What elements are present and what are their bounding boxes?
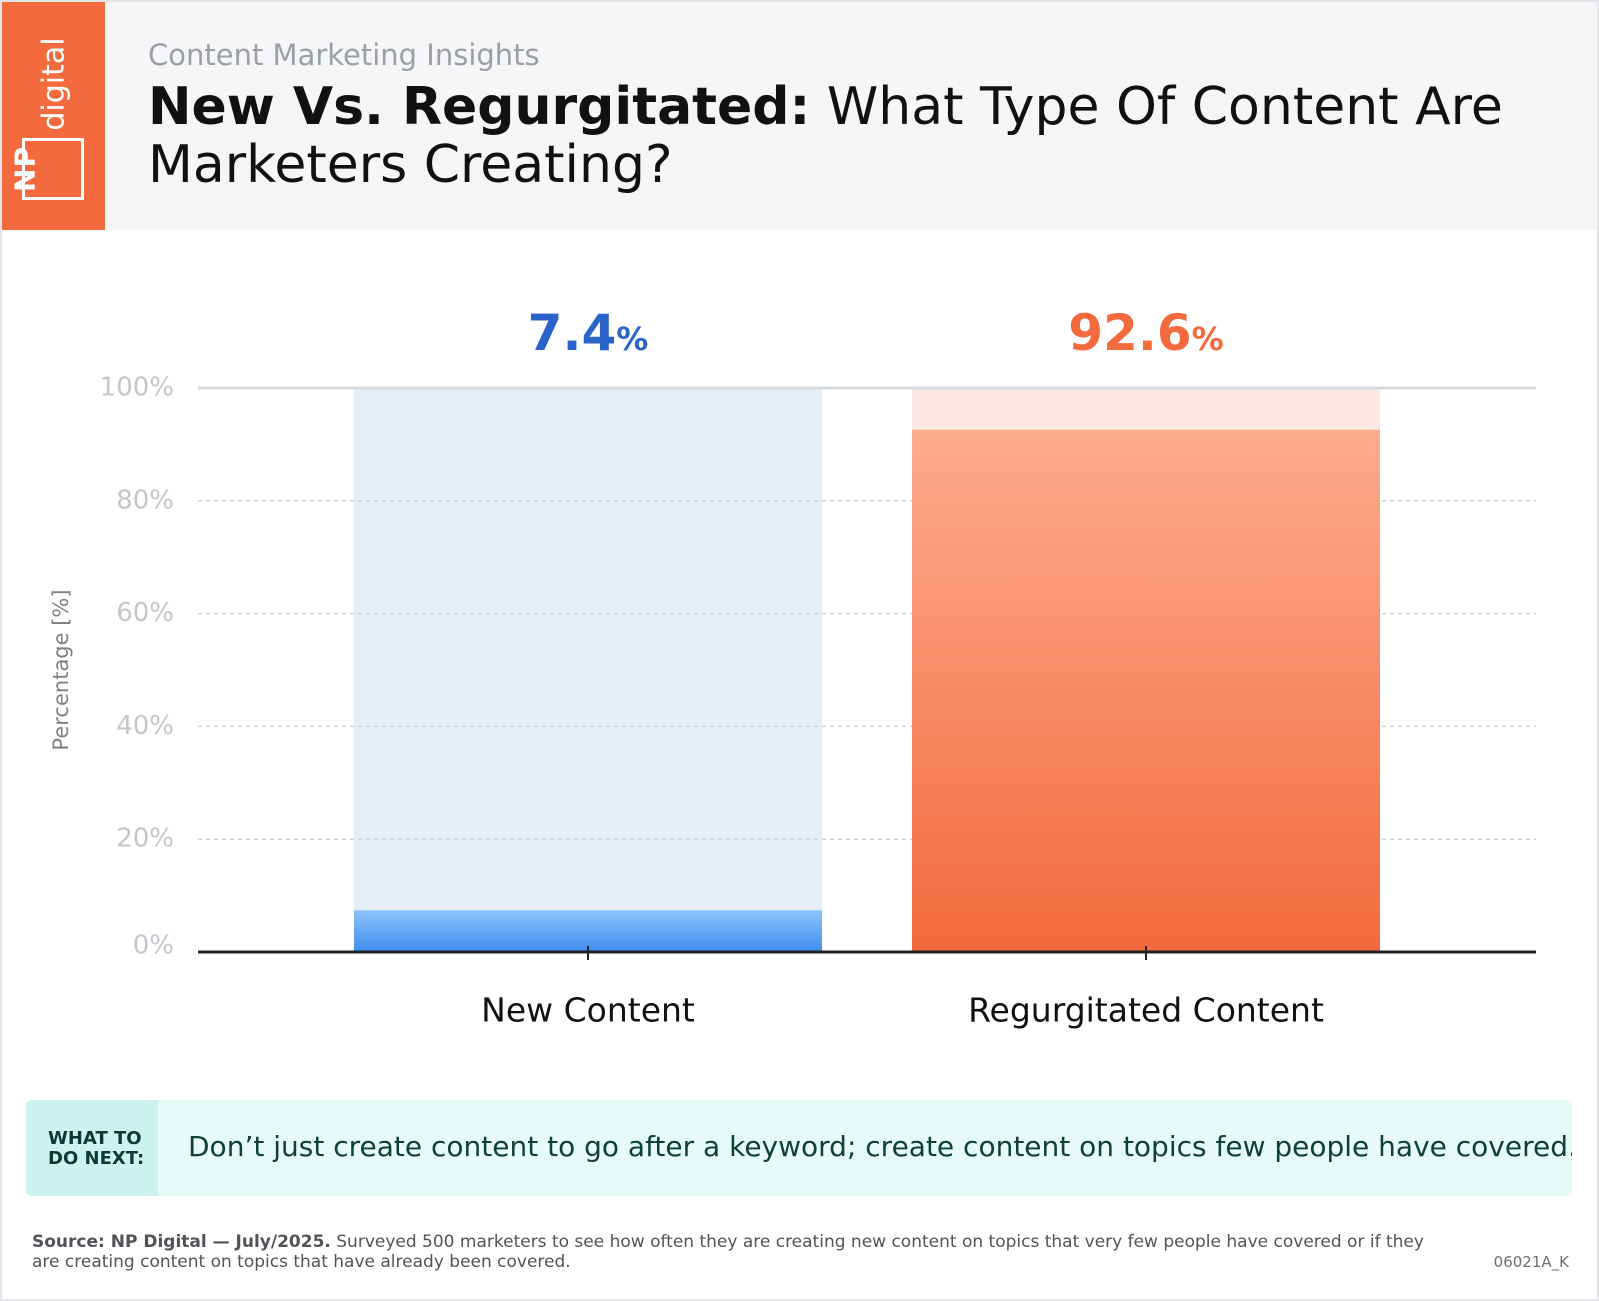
y-tick-label: 0% (133, 931, 174, 961)
y-axis-label: Percentage [%] (49, 589, 73, 750)
callout-text: Don’t just create content to go after a … (188, 1130, 1572, 1163)
bar-track-1 (354, 388, 822, 952)
callout-tag: WHAT TO DO NEXT: (26, 1100, 158, 1196)
x-tick-label: Regurgitated Content (968, 991, 1324, 1030)
data-label-value: 7.4 (528, 304, 617, 362)
y-tick-label: 40% (116, 711, 174, 741)
eyebrow-label: Content Marketing Insights (148, 38, 540, 72)
bar-1 (354, 910, 822, 952)
logo-box-outline (22, 138, 84, 200)
what-to-do-next-callout: WHAT TO DO NEXT: Don’t just create conte… (26, 1100, 1572, 1196)
np-digital-logo: NP digital (2, 2, 105, 230)
bar-chart: 0% 20% 40% 60% 80% 100% New Content Regurgitate… (49, 304, 1536, 1030)
source-note: Source: NP Digital — July/2025. Surveyed… (32, 1232, 1452, 1272)
header-band (2, 2, 1597, 230)
y-tick-label: 20% (116, 824, 174, 854)
callout-tag-text: WHAT TO DO NEXT: (48, 1128, 145, 1169)
y-tick-label: 60% (116, 598, 174, 628)
source-bold: Source: NP Digital — July/2025. (32, 1232, 331, 1252)
data-label-value: 92.6 (1068, 304, 1191, 362)
data-label: 92.6% (1068, 304, 1223, 362)
data-label: 7.4% (528, 304, 649, 362)
y-tick-label: 80% (116, 485, 174, 515)
y-tick-label: 100% (100, 373, 174, 403)
page-title: New Vs. Regurgitated: What Type Of Conte… (148, 78, 1548, 194)
source-rest: Surveyed 500 marketers to see how often … (32, 1232, 1424, 1272)
x-tick-label: New Content (481, 991, 695, 1030)
title-rest: What Type Of Content Are Marketers Creat… (148, 77, 1503, 195)
data-label-suffix: % (616, 320, 648, 358)
title-bold: New Vs. Regurgitated: (148, 77, 811, 137)
bar-2 (912, 429, 1380, 953)
graphic-code: 06021A_K (1493, 1253, 1569, 1271)
data-label-suffix: % (1192, 320, 1224, 358)
